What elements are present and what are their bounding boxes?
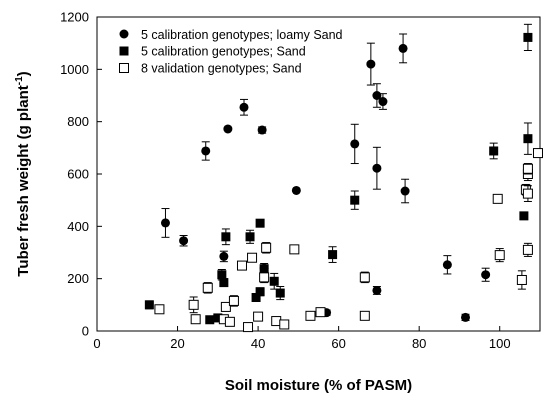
- y-tick-label: 1200: [60, 10, 89, 25]
- data-point: [223, 124, 233, 134]
- data-point: [359, 310, 370, 321]
- legend: 5 calibration genotypes; loamy Sand 5 ca…: [119, 28, 343, 76]
- y-axis-ticks: 0 200 400 600 800 1000 1200: [60, 10, 102, 339]
- data-point: [228, 295, 239, 306]
- y-tick-label: 600: [67, 167, 89, 182]
- data-point: [366, 59, 376, 69]
- y-tick-label: 0: [82, 324, 89, 339]
- data-point: [275, 288, 285, 298]
- data-point: [523, 134, 533, 144]
- data-point: [269, 276, 279, 286]
- data-point: [255, 287, 265, 297]
- data-point: [359, 272, 370, 283]
- x-axis-ticks: 0 20 40 60 80 100: [93, 326, 511, 351]
- data-point: [219, 278, 229, 288]
- data-point: [315, 307, 326, 318]
- data-marks: [144, 23, 543, 333]
- data-point: [350, 139, 360, 149]
- data-point: [202, 282, 213, 293]
- legend-marker-loamy-sand: [119, 29, 129, 39]
- data-point: [205, 315, 215, 325]
- data-point: [213, 313, 223, 323]
- data-point: [239, 102, 249, 112]
- y-axis-title: Tuber fresh weight (g plant-1): [14, 71, 32, 276]
- data-point: [523, 32, 533, 42]
- x-axis-title: Soil moisture (% of PASM): [225, 377, 412, 394]
- data-point: [494, 250, 505, 261]
- y-axis-title-tail: ): [15, 71, 32, 76]
- y-tick-label: 200: [67, 271, 89, 286]
- data-point: [236, 260, 247, 271]
- data-point: [188, 299, 199, 310]
- data-point: [154, 304, 165, 315]
- data-point: [224, 316, 235, 327]
- data-point: [328, 250, 338, 260]
- data-point: [442, 260, 452, 270]
- data-point: [289, 244, 300, 255]
- data-point: [245, 232, 255, 242]
- x-tick-label: 40: [251, 336, 265, 351]
- data-point: [247, 252, 258, 263]
- data-point: [220, 301, 231, 312]
- series-2: [144, 23, 533, 325]
- y-tick-label: 1000: [60, 62, 89, 77]
- data-point: [372, 163, 382, 173]
- data-point: [219, 251, 229, 261]
- data-point: [255, 218, 265, 228]
- x-tick-label: 0: [93, 336, 100, 351]
- y-axis-title-superscript: -1: [14, 76, 25, 85]
- data-point: [217, 270, 227, 280]
- data-point: [243, 322, 254, 333]
- data-point: [253, 311, 264, 322]
- data-point: [257, 125, 267, 135]
- legend-label-calibration-sand: 5 calibration genotypes; Sand: [141, 45, 306, 59]
- data-point: [160, 218, 170, 228]
- series-3: [154, 148, 543, 333]
- legend-marker-validation-sand: [119, 63, 129, 73]
- data-point: [516, 274, 527, 285]
- data-point: [305, 310, 316, 321]
- data-point: [400, 186, 410, 196]
- data-point: [350, 195, 360, 205]
- data-point: [179, 236, 189, 246]
- x-tick-label: 100: [489, 336, 511, 351]
- data-point: [372, 285, 382, 295]
- data-point: [378, 97, 388, 107]
- data-point: [398, 43, 408, 53]
- data-point: [251, 293, 261, 303]
- data-point: [532, 148, 543, 159]
- data-point: [221, 232, 231, 242]
- x-tick-label: 80: [412, 336, 426, 351]
- data-point: [522, 163, 533, 174]
- data-point: [259, 264, 269, 274]
- y-tick-label: 800: [67, 114, 89, 129]
- data-point: [190, 314, 201, 325]
- data-point: [291, 185, 301, 195]
- data-point: [261, 242, 272, 253]
- y-axis-title-main: Tuber fresh weight (g plant: [15, 85, 32, 276]
- data-point: [492, 193, 503, 204]
- legend-label-validation-sand: 8 validation genotypes; Sand: [141, 62, 302, 76]
- data-point: [522, 188, 533, 199]
- legend-marker-calibration-sand: [119, 46, 129, 56]
- data-point: [481, 270, 491, 280]
- data-point: [259, 272, 270, 283]
- data-point: [489, 146, 499, 156]
- x-tick-label: 60: [331, 336, 345, 351]
- data-point: [522, 244, 533, 255]
- data-point: [519, 211, 529, 221]
- legend-label-loamy-sand: 5 calibration genotypes; loamy Sand: [141, 28, 343, 42]
- series-1: [160, 33, 491, 322]
- y-tick-label: 400: [67, 219, 89, 234]
- data-point: [279, 319, 290, 330]
- data-point: [201, 146, 211, 156]
- x-tick-label: 20: [170, 336, 184, 351]
- data-point: [144, 300, 154, 310]
- data-point: [460, 312, 470, 322]
